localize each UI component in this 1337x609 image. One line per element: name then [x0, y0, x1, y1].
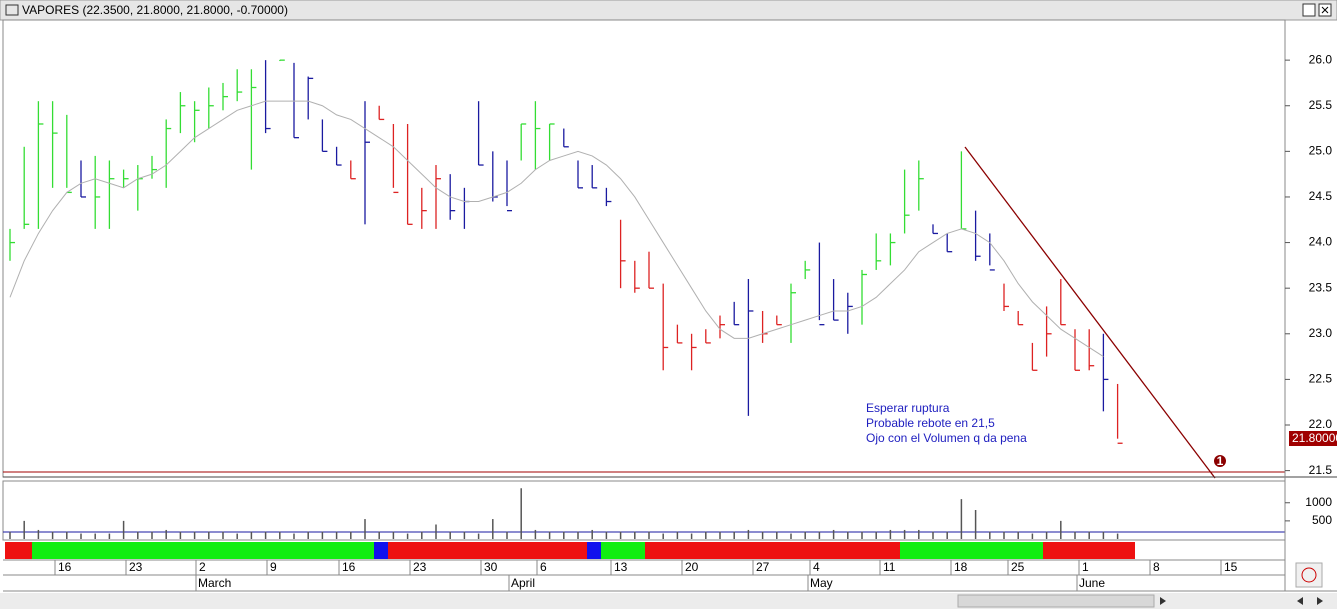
strip-segment: [900, 542, 1043, 559]
x-tick-label: 15: [1224, 560, 1238, 574]
window-icon: [5, 4, 19, 16]
last-price-label: 21.80000: [1292, 431, 1337, 445]
y-tick-label: 25.5: [1309, 98, 1333, 112]
scrollbar-thumb[interactable]: [957, 594, 1155, 608]
marker-label: 1: [1217, 454, 1224, 468]
x-tick-label: 23: [129, 560, 143, 574]
y-tick-label: 21.5: [1309, 463, 1333, 477]
y-tick-label: 24.0: [1309, 235, 1333, 249]
strip-segment: [587, 542, 601, 559]
x-tick-label: 16: [58, 560, 72, 574]
x-tick-label: 16: [342, 560, 356, 574]
y-tick-label: 22.0: [1309, 417, 1333, 431]
strip-segment: [32, 542, 374, 559]
moving-average: [9, 100, 1104, 358]
x-tick-label: 20: [685, 560, 699, 574]
x-tick-label: 8: [1153, 560, 1160, 574]
month-label: April: [511, 576, 535, 590]
x-tick-label: 13: [614, 560, 628, 574]
annotation: Probable rebote en 21,5: [866, 416, 995, 430]
x-tick-label: 18: [954, 560, 968, 574]
strip-segment: [645, 542, 900, 559]
strip-segment: [1043, 542, 1135, 559]
y-tick-label: 25.0: [1309, 144, 1333, 158]
close-icon: [1321, 6, 1329, 14]
month-label: June: [1079, 576, 1105, 590]
y-tick-label: 22.5: [1309, 372, 1333, 386]
x-tick-label: 25: [1011, 560, 1025, 574]
marker-dot: [1214, 455, 1226, 467]
annotation: Esperar ruptura: [866, 401, 950, 415]
maximize-button[interactable]: [1302, 3, 1316, 17]
y-tick-label: 26.0: [1309, 52, 1333, 66]
status-box[interactable]: [1295, 562, 1323, 588]
x-tick-label: 27: [756, 560, 770, 574]
y-tick-label: 23.0: [1309, 326, 1333, 340]
annotation: Ojo con el Volumen q da pena: [866, 431, 1027, 445]
x-tick-label: 30: [484, 560, 498, 574]
x-tick-label: 2: [199, 560, 206, 574]
scroll-right[interactable]: [1160, 597, 1166, 605]
x-tick-label: 9: [270, 560, 277, 574]
indicator-strip: [5, 542, 1135, 559]
x-tick-label: 23: [413, 560, 427, 574]
strip-segment: [5, 542, 32, 559]
volume-tick-label: 500: [1312, 513, 1332, 527]
status-icon: [1301, 567, 1317, 583]
month-label: May: [810, 576, 833, 590]
month-label: March: [198, 576, 231, 590]
chart-title: VAPORES (22.3500, 21.8000, 21.8000, -0.7…: [22, 3, 288, 17]
trend-line: [964, 146, 1216, 479]
x-tick-label: 11: [883, 560, 896, 574]
last-price-box: [1289, 431, 1337, 446]
x-tick-label: 4: [813, 560, 820, 574]
y-tick-label: 23.5: [1309, 280, 1333, 294]
strip-segment: [601, 542, 645, 559]
strip-segment: [374, 542, 388, 559]
nav-buttons[interactable]: [1297, 597, 1323, 605]
y-tick-label: 24.5: [1309, 189, 1333, 203]
volume-tick-label: 1000: [1305, 495, 1332, 509]
strip-segment: [388, 542, 587, 559]
x-tick-label: 6: [540, 560, 547, 574]
x-tick-label: 1: [1082, 560, 1089, 574]
